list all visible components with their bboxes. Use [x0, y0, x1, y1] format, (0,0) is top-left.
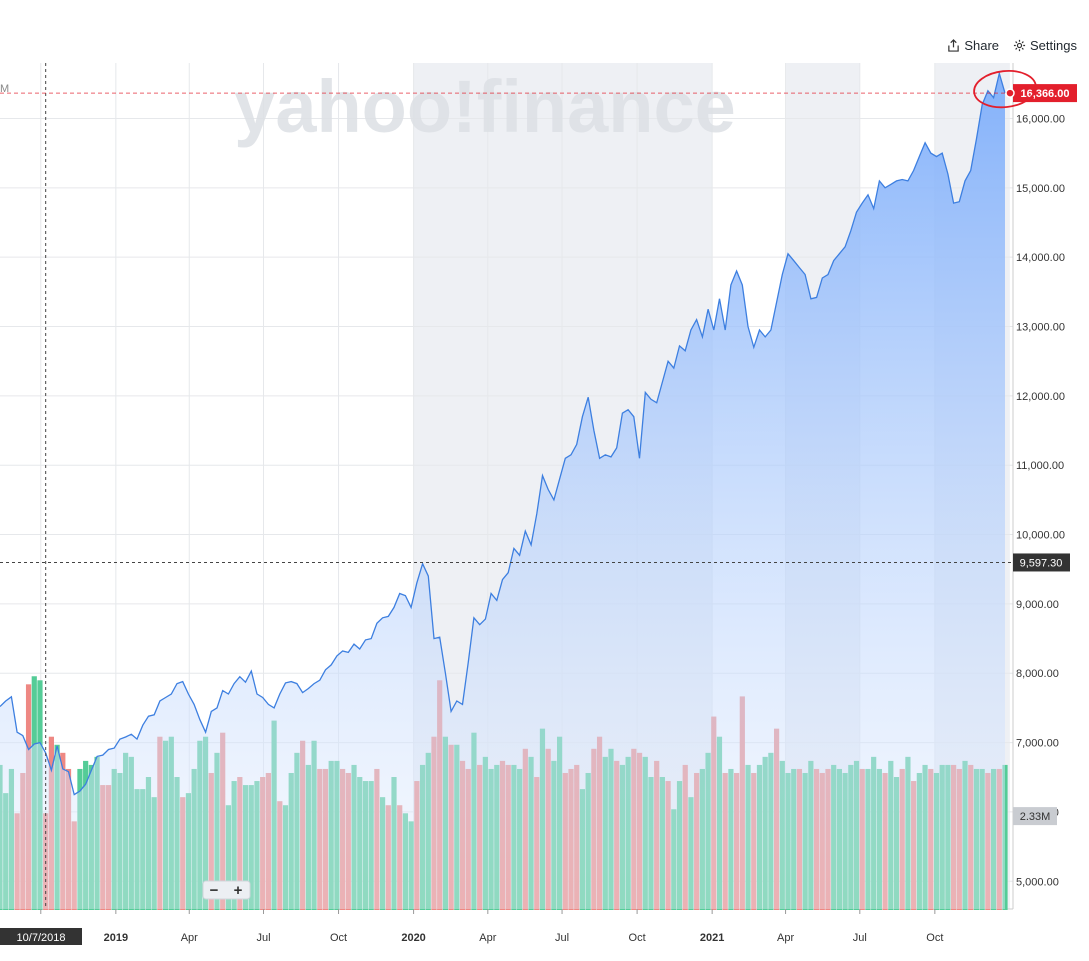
y-tick-label: 15,000.00	[1016, 183, 1065, 195]
zoom-in-button[interactable]: +	[234, 882, 243, 899]
x-tick-label: Apr	[777, 932, 794, 944]
crosshair-date-box	[0, 928, 82, 945]
x-tick-label: Oct	[330, 932, 347, 944]
x-tick-label: Jul	[256, 932, 270, 944]
y-tick-label: 16,000.00	[1016, 113, 1065, 125]
y-axis-ticks: 5,000.006,000.007,000.008,000.009,000.00…	[1016, 113, 1065, 888]
crosshair-date-label: 10/7/2018	[17, 932, 66, 944]
y-tick-label: 5,000.00	[1016, 876, 1059, 888]
share-icon	[948, 39, 960, 52]
volume-axis-fragment: M	[0, 83, 9, 95]
y-tick-label: 8,000.00	[1016, 668, 1059, 680]
last-volume-box	[1013, 807, 1057, 826]
annotation-circle	[973, 70, 1037, 109]
y-tick-label: 9,000.00	[1016, 599, 1059, 611]
zoom-controls[interactable]: − +	[202, 880, 251, 900]
settings-label: Settings	[1030, 38, 1077, 53]
x-tick-label: 2021	[700, 932, 724, 944]
last-price-label: 16,366.00	[1021, 88, 1070, 100]
share-label: Share	[964, 38, 1000, 53]
crosshair-price-label: 9,597.30	[1020, 557, 1063, 569]
x-axis-ticks: Oct2019AprJulOct2020AprJulOct2021AprJulO…	[32, 909, 943, 944]
chart-toolbar: Share Settings	[947, 38, 1077, 53]
share-button[interactable]: Share	[947, 38, 999, 53]
settings-button[interactable]: Settings	[1013, 38, 1077, 53]
last-price-box	[1013, 84, 1077, 103]
x-tick-label: Oct	[926, 932, 943, 944]
last-volume-label: 2.33M	[1020, 811, 1051, 823]
gear-icon	[1013, 39, 1026, 52]
x-tick-label: Jul	[853, 932, 867, 944]
y-tick-label: 13,000.00	[1016, 322, 1065, 334]
x-tick-label: 2020	[401, 932, 425, 944]
y-tick-label: 12,000.00	[1016, 391, 1065, 403]
price-line	[0, 70, 1006, 796]
x-tick-label: Oct	[629, 932, 646, 944]
y-tick-label: 10,000.00	[1016, 530, 1065, 542]
price-area-fill	[0, 73, 1005, 909]
x-tick-label: Jul	[555, 932, 569, 944]
x-tick-label: Apr	[181, 932, 198, 944]
y-tick-label: 11,000.00	[1016, 460, 1064, 472]
price-area	[0, 70, 1006, 909]
crosshair-price-box	[1013, 553, 1070, 572]
chart-overlays: 9,597.30 10/7/2018 16,366.00 2.33M	[0, 63, 1077, 945]
y-tick-label: 14,000.00	[1016, 252, 1065, 264]
x-tick-label: 2019	[104, 932, 128, 944]
y-tick-label: 7,000.00	[1016, 738, 1059, 750]
x-tick-label: Apr	[479, 932, 496, 944]
yahoo-finance-watermark: yahoo!finance	[234, 65, 736, 148]
last-price-dot	[1005, 88, 1015, 98]
zoom-out-button[interactable]: −	[210, 882, 219, 899]
